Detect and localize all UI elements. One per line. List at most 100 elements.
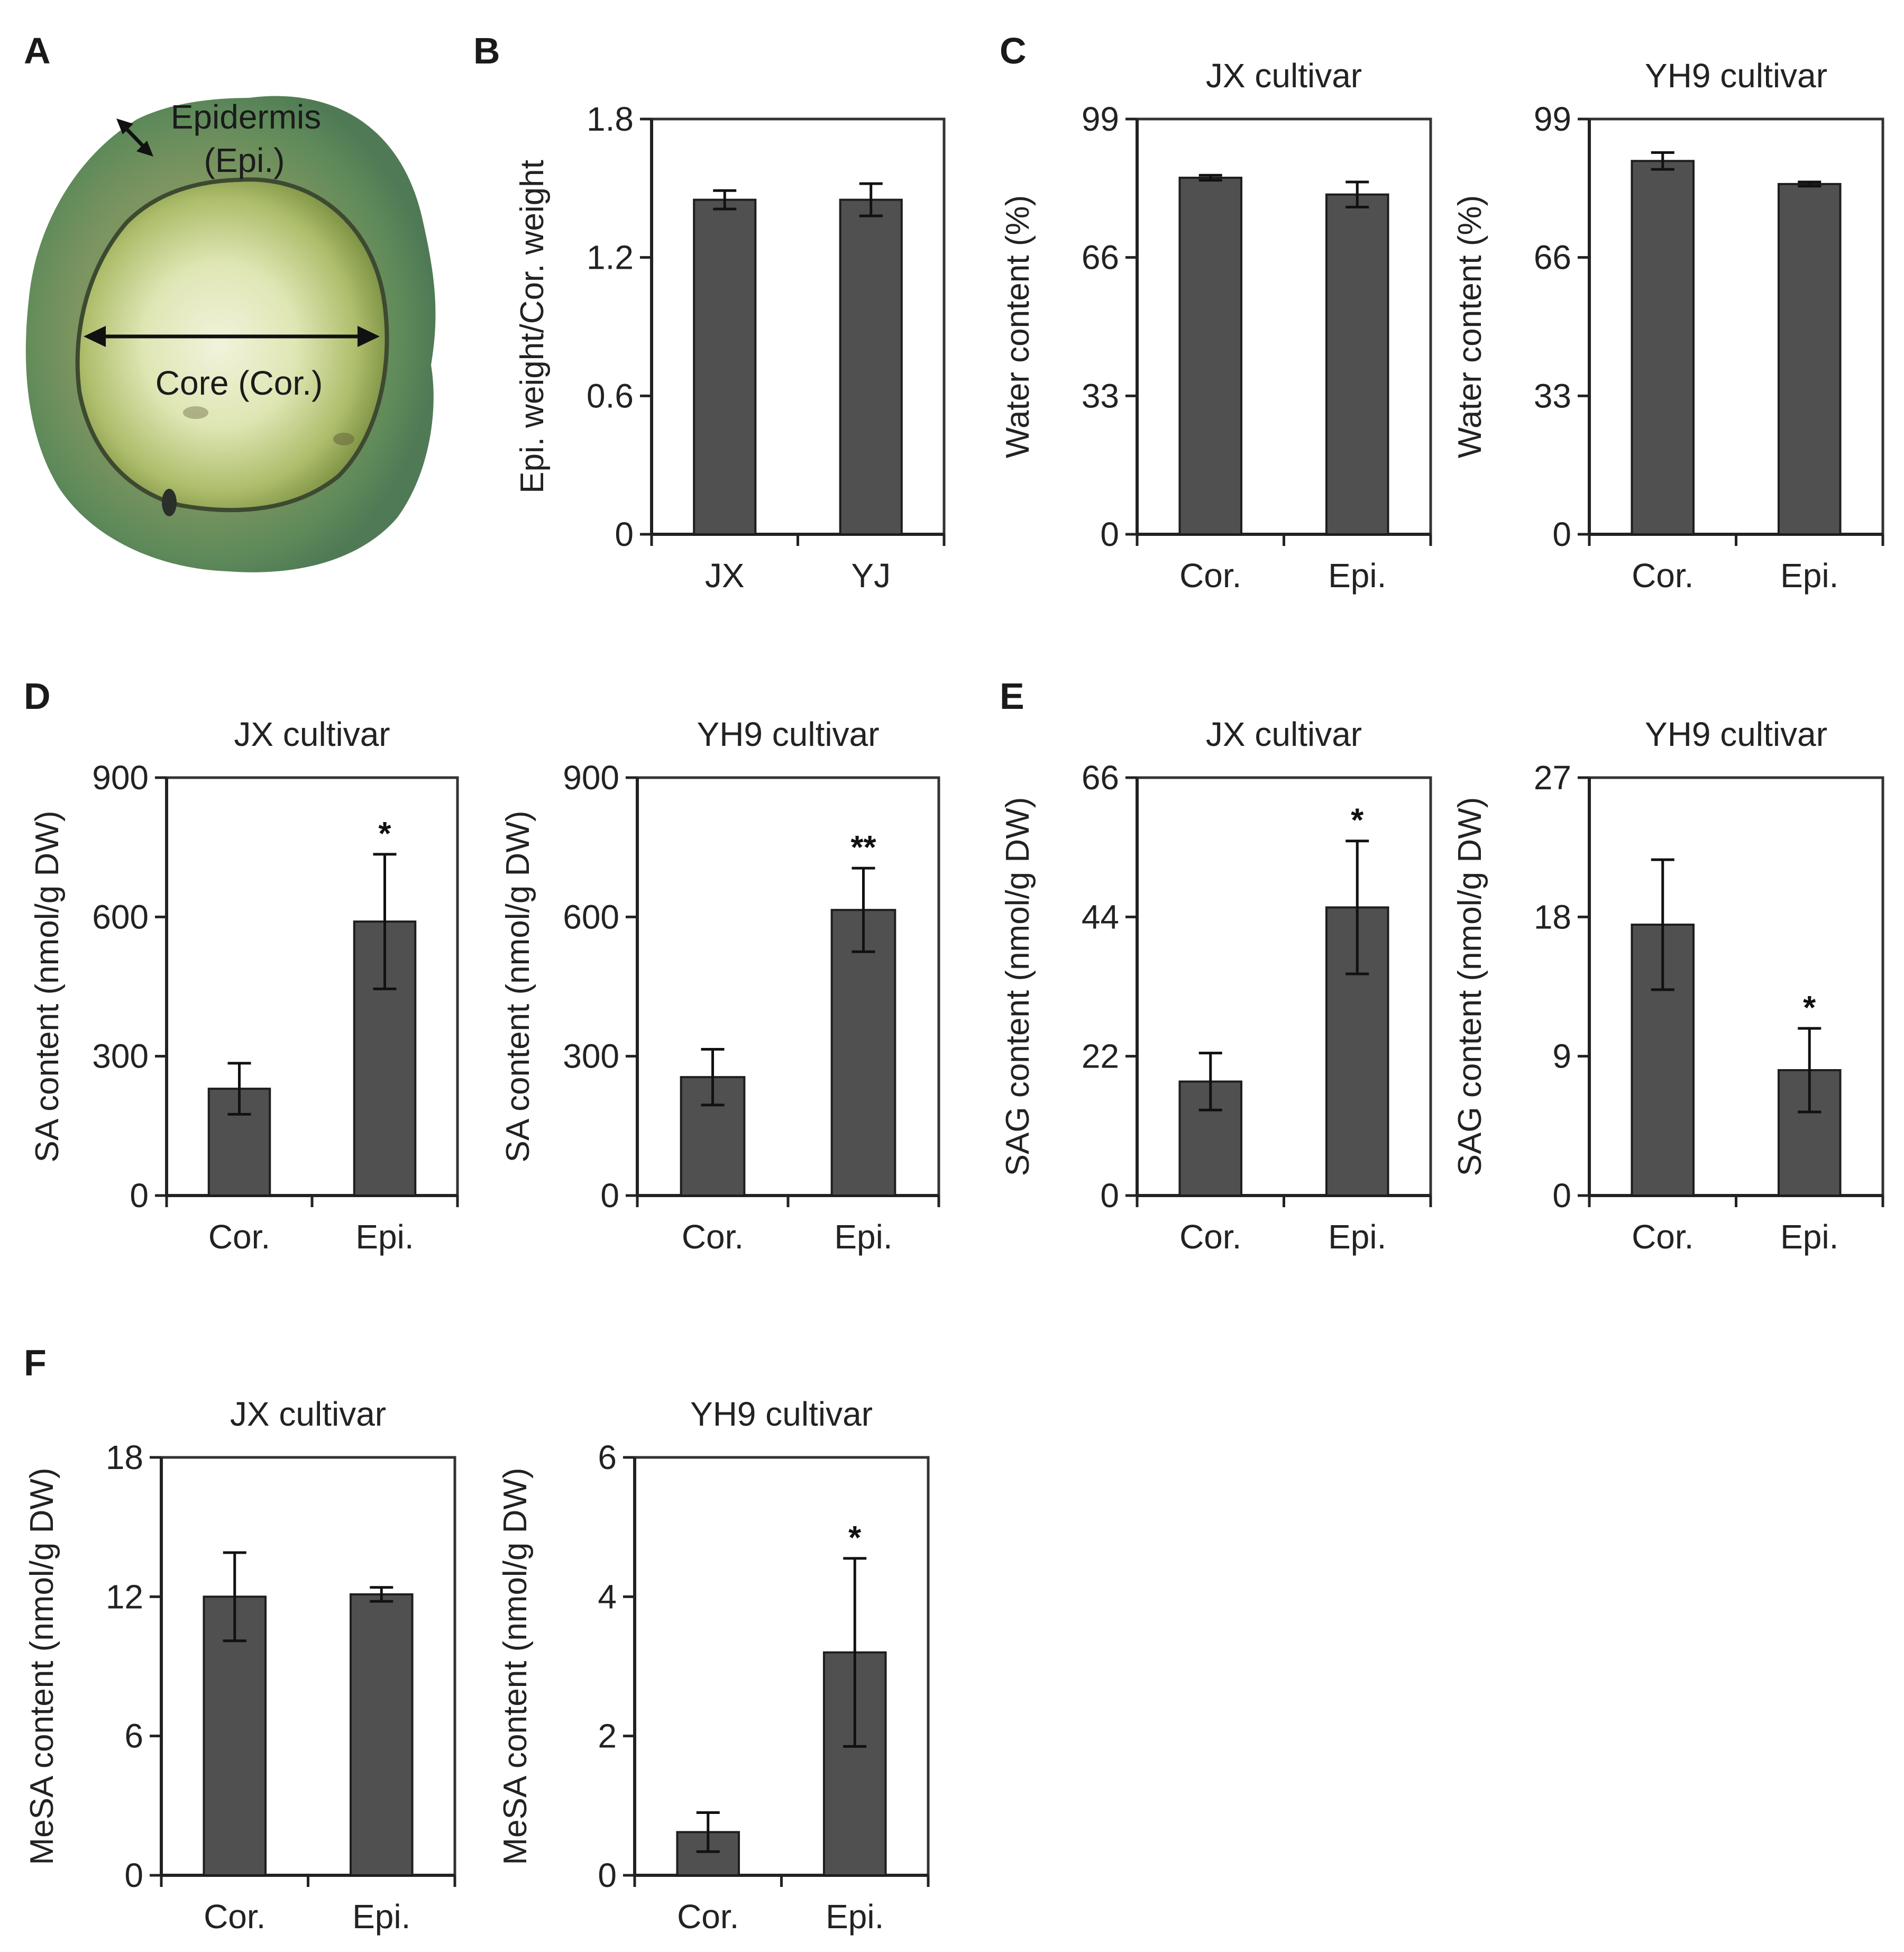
- y-tick-label: 0: [130, 1176, 149, 1215]
- y-tick-label: 0: [1552, 1176, 1571, 1215]
- y-tick-label: 22: [1082, 1037, 1119, 1075]
- y-tick-label: 66: [1534, 239, 1571, 277]
- x-tick-label: Cor.: [208, 1218, 270, 1256]
- chart-e2: 0 9 18 27 Cor. Epi. * YH9 cultivar SAG content (…: [1452, 715, 1884, 1256]
- y-tick-label: 1.2: [587, 239, 634, 277]
- chart-f1: 0 6 12 18 Cor. Epi. JX cultivar MeSA content (n…: [24, 1395, 456, 1936]
- arrowhead-icon: [136, 141, 153, 157]
- chart-title: YH9 cultivar: [690, 1395, 873, 1433]
- y-tick-label: 600: [92, 898, 149, 936]
- significance-marker: *: [1351, 802, 1364, 839]
- x-tick-label: Cor.: [1179, 1218, 1241, 1256]
- y-axis-label: SA content (nmol/g DW): [29, 810, 66, 1162]
- x-tick-label: Epi.: [1780, 1218, 1838, 1256]
- y-axis-label: Epi. weight/Cor. weight: [514, 160, 551, 494]
- panel-letter-b: B: [473, 30, 500, 71]
- chart-title: YH9 cultivar: [697, 715, 880, 753]
- y-tick-label: 33: [1534, 377, 1571, 415]
- y-axis-label: Water content (%): [1000, 195, 1036, 458]
- y-tick-label: 0: [124, 1856, 143, 1894]
- y-tick-label: 99: [1534, 100, 1571, 138]
- y-tick-label: 66: [1082, 759, 1119, 797]
- y-axis-label: MeSA content (nmol/g DW): [24, 1467, 60, 1865]
- chart-title: JX cultivar: [1206, 57, 1362, 95]
- x-tick-label: Cor.: [1632, 1218, 1694, 1256]
- y-axis-label: Water content (%): [1452, 195, 1488, 458]
- significance-marker: **: [850, 829, 876, 866]
- fruit-core-region: [75, 177, 389, 513]
- y-tick-label: 0: [598, 1856, 617, 1894]
- y-tick-label: 12: [106, 1577, 143, 1616]
- bar-cor: [203, 1595, 267, 1876]
- y-axis-label: SA content (nmol/g DW): [500, 810, 536, 1162]
- y-tick-label: 0: [600, 1176, 619, 1215]
- y-tick-label: 900: [563, 759, 619, 797]
- arrowhead-icon: [358, 326, 380, 347]
- y-axis-label: SAG content (nmol/g DW): [1000, 797, 1036, 1176]
- x-tick-label: Epi.: [1328, 1218, 1386, 1256]
- y-tick-label: 2: [598, 1717, 617, 1755]
- x-tick-label: Epi.: [1780, 557, 1838, 595]
- y-tick-label: 44: [1082, 898, 1119, 936]
- bar-yj: [839, 198, 903, 535]
- chart-title: YH9 cultivar: [1645, 715, 1827, 753]
- y-tick-label: 27: [1534, 759, 1571, 797]
- core-label: Core (Cor.): [155, 364, 323, 402]
- panel-letter-e: E: [1000, 676, 1024, 717]
- chart-d2: 0 300 600 900 Cor. Epi. ** YH9 cultivar SA conte…: [500, 715, 940, 1256]
- bar-epi: [349, 1593, 414, 1876]
- y-tick-label: 600: [563, 898, 619, 936]
- y-tick-label: 9: [1552, 1037, 1571, 1075]
- epidermis-label: Epidermis: [171, 98, 322, 136]
- chart-e1: 0 22 44 66 Cor. Epi. * JX cultivar SAG content (…: [1000, 715, 1432, 1256]
- panel-letter-a: A: [24, 30, 51, 71]
- significance-marker: *: [848, 1520, 862, 1556]
- y-tick-label: 99: [1082, 100, 1119, 138]
- x-tick-label: YJ: [851, 557, 891, 595]
- chart-c1: 0 33 66 99 Cor. Epi. JX cultivar Water content …: [1000, 57, 1432, 595]
- bar-epi: [1325, 193, 1389, 535]
- arrowhead-icon: [84, 326, 106, 347]
- chart-title: JX cultivar: [230, 1395, 386, 1433]
- bar-cor: [1178, 177, 1243, 536]
- y-tick-label: 300: [92, 1037, 149, 1075]
- significance-marker: *: [378, 816, 391, 852]
- y-tick-label: 0: [1100, 515, 1119, 553]
- panel-letter-c: C: [1000, 30, 1027, 71]
- y-tick-label: 6: [124, 1717, 143, 1755]
- y-tick-label: 900: [92, 759, 149, 797]
- x-tick-label: Cor.: [677, 1898, 739, 1936]
- y-tick-label: 0: [1552, 515, 1571, 553]
- significance-marker: *: [1803, 990, 1816, 1026]
- chart-c2: 0 33 66 99 Cor. Epi. YH9 cultivar Water content…: [1452, 57, 1884, 595]
- x-tick-label: JX: [705, 557, 745, 595]
- fruit-seed-spot: [183, 406, 208, 419]
- chart-b: 0 0.6 1.2 1.8 JX YJ Epi. weight/Cor. weight: [514, 100, 946, 595]
- fruit-seed-spot: [333, 433, 354, 445]
- x-tick-label: Cor.: [204, 1898, 266, 1936]
- panel-letter-f: F: [24, 1342, 47, 1383]
- panel-letter-d: D: [24, 676, 51, 717]
- x-tick-label: Cor.: [682, 1218, 744, 1256]
- fruit-cross-section-photo: Epidermis (Epi.) Core (Cor.): [25, 96, 436, 572]
- y-tick-label: 1.8: [587, 100, 634, 138]
- y-tick-label: 300: [563, 1037, 619, 1075]
- x-tick-label: Epi.: [826, 1898, 884, 1936]
- bar-epi: [830, 909, 896, 1197]
- x-tick-label: Epi.: [355, 1218, 414, 1256]
- charts-layer: 0 0.6 1.2 1.8 JX YJ Epi. weight/Cor. weight 0 33…: [24, 57, 1884, 1936]
- x-tick-label: Cor.: [1179, 557, 1241, 595]
- y-tick-label: 33: [1082, 377, 1119, 415]
- y-axis-label: MeSA content (nmol/g DW): [497, 1467, 534, 1865]
- chart-d1: 0 300 600 900 Cor. Epi. * JX cultivar SA content…: [29, 715, 459, 1256]
- x-tick-label: Epi.: [834, 1218, 892, 1256]
- y-tick-label: 0: [1100, 1176, 1119, 1215]
- y-tick-label: 0.6: [587, 377, 634, 415]
- bar-cor: [1631, 160, 1695, 536]
- x-tick-label: Epi.: [1328, 557, 1386, 595]
- bar-epi: [1777, 183, 1842, 535]
- y-axis-label: SAG content (nmol/g DW): [1452, 797, 1488, 1176]
- y-tick-label: 66: [1082, 239, 1119, 277]
- arrowhead-icon: [116, 118, 133, 134]
- y-tick-label: 18: [106, 1438, 143, 1476]
